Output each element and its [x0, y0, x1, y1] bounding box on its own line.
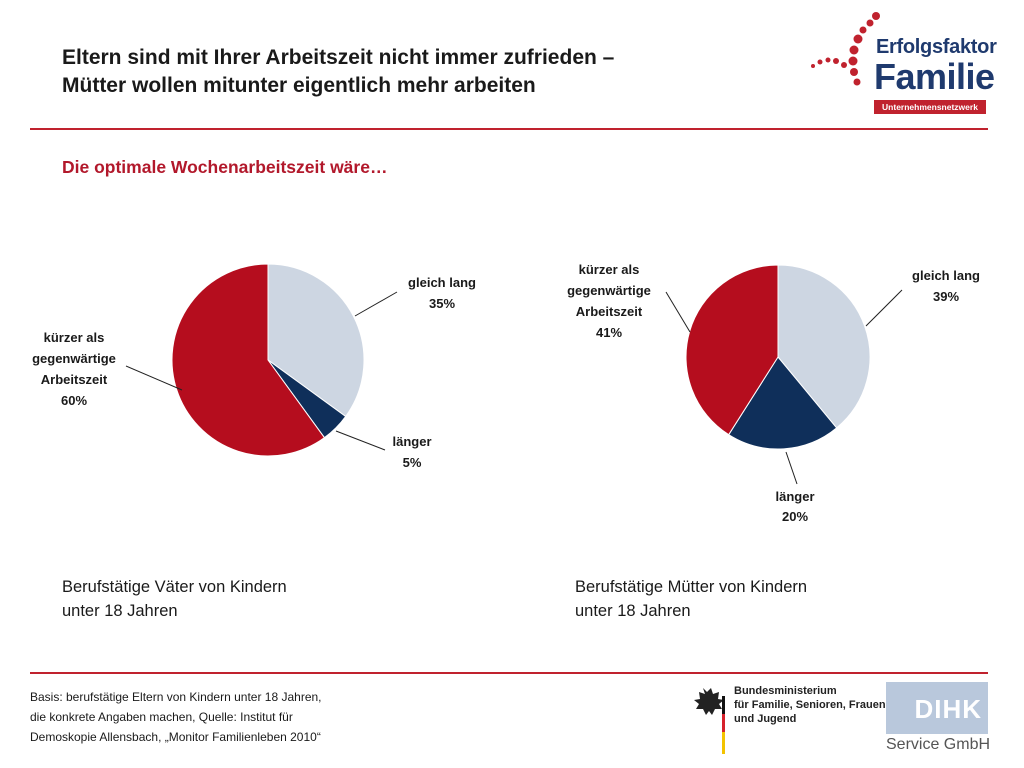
data-label-c1-kurz-line1: kürzer als	[44, 330, 105, 345]
ministry-line-3: und Jugend	[734, 713, 797, 725]
data-label-c1-gleich-value: 35%	[429, 296, 455, 311]
dihk-service-text: Service GmbH	[886, 736, 991, 753]
footnote-line-2: die konkrete Angaben machen, Quelle: Ins…	[30, 710, 293, 724]
caption-fathers-line-1: Berufstätige Väter von Kindern	[62, 578, 287, 596]
data-label-c2-kurz-value: 41%	[596, 325, 622, 340]
title-line-1: Eltern sind mit Ihrer Arbeitszeit nicht …	[62, 46, 615, 69]
data-label-c1-laenger-name: länger	[392, 434, 431, 449]
title-line-2: Mütter wollen mitunter eigentlich mehr a…	[62, 74, 536, 97]
erfolgsfaktor-familie-logo: Erfolgsfaktor Familie Unternehmensnetzwe…	[806, 8, 997, 118]
federal-eagle-icon	[694, 688, 725, 754]
pie-slice-mothers-gleich-lang	[777, 264, 871, 429]
data-label-c1-kurz-line3: Arbeitszeit	[41, 372, 108, 387]
data-label-c2-laenger-name: länger	[775, 489, 814, 504]
data-label-c2-gleich-value: 39%	[933, 289, 959, 304]
data-label-c2-kurz-line1: kürzer als	[579, 262, 640, 277]
leader-line-c1-laenger	[335, 430, 386, 451]
chart-subtitle: Die optimale Wochenarbeitszeit wäre…	[62, 157, 388, 177]
logo-line-2: Familie	[874, 56, 995, 97]
footnote-line-3: Demoskopie Allensbach, „Monitor Familien…	[30, 730, 321, 744]
leader-line-c2-kurz	[665, 291, 691, 333]
data-label-c1-kurz-line2: gegenwärtige	[32, 351, 116, 366]
footer-divider	[30, 672, 988, 674]
dihk-mark: DIHK	[886, 682, 988, 734]
source-footnote: Basis: berufstätige Eltern von Kindern u…	[30, 687, 322, 747]
pie-slice-fathers-gleich-lang	[267, 263, 365, 418]
data-label-c1-gleich-name: gleich lang	[408, 275, 476, 290]
header-divider	[30, 128, 988, 130]
data-label-c2-gleich-name: gleich lang	[912, 268, 980, 283]
pie-charts: gleich lang 35% länger 5% kürzer als geg…	[32, 262, 980, 524]
pie-slice-mothers-laenger	[728, 356, 838, 450]
dihk-logo: DIHK Service GmbH	[886, 682, 991, 758]
leader-line-c2-gleich	[865, 289, 903, 327]
data-label-c2-laenger-value: 20%	[782, 509, 808, 524]
pie-slice-fathers-kuerzer	[171, 263, 326, 457]
chart-caption-fathers: Berufstätige Väter von Kindern unter 18 …	[62, 575, 382, 623]
data-label-c1-laenger-value: 5%	[403, 455, 422, 470]
caption-mothers-line-1: Berufstätige Mütter von Kindern	[575, 578, 808, 596]
bmfsfj-logo: Bundesministerium für Familie, Senioren,…	[688, 684, 886, 756]
leader-line-c1-gleich	[354, 291, 398, 317]
data-label-c1-kurz-value: 60%	[61, 393, 87, 408]
dihk-mark-text: DIHK	[914, 694, 982, 724]
data-label-c2-kurz-line2: gegenwärtige	[567, 283, 651, 298]
pie-chart-fathers	[171, 263, 365, 457]
ministry-line-2: für Familie, Senioren, Frauen	[734, 699, 886, 711]
page-title: Eltern sind mit Ihrer Arbeitszeit nicht …	[62, 44, 782, 100]
ministry-name: Bundesministerium für Familie, Senioren,…	[734, 684, 886, 726]
caption-fathers-line-2: unter 18 Jahren	[62, 602, 178, 620]
footnote-line-1: Basis: berufstätige Eltern von Kindern u…	[30, 690, 322, 704]
chart-caption-mothers: Berufstätige Mütter von Kindern unter 18…	[575, 575, 895, 623]
leader-line-c2-laenger	[785, 451, 798, 485]
caption-mothers-line-2: unter 18 Jahren	[575, 602, 691, 620]
pie-chart-mothers	[685, 264, 871, 450]
logo-line-3: Unternehmensnetzwerk	[874, 100, 986, 114]
logo-dots-icon	[811, 12, 880, 86]
logo-line-1: Erfolgsfaktor	[876, 36, 997, 58]
ministry-line-1: Bundesministerium	[734, 685, 837, 697]
leader-line-c1-kurz	[125, 365, 183, 391]
data-label-c2-kurz-line3: Arbeitszeit	[576, 304, 643, 319]
